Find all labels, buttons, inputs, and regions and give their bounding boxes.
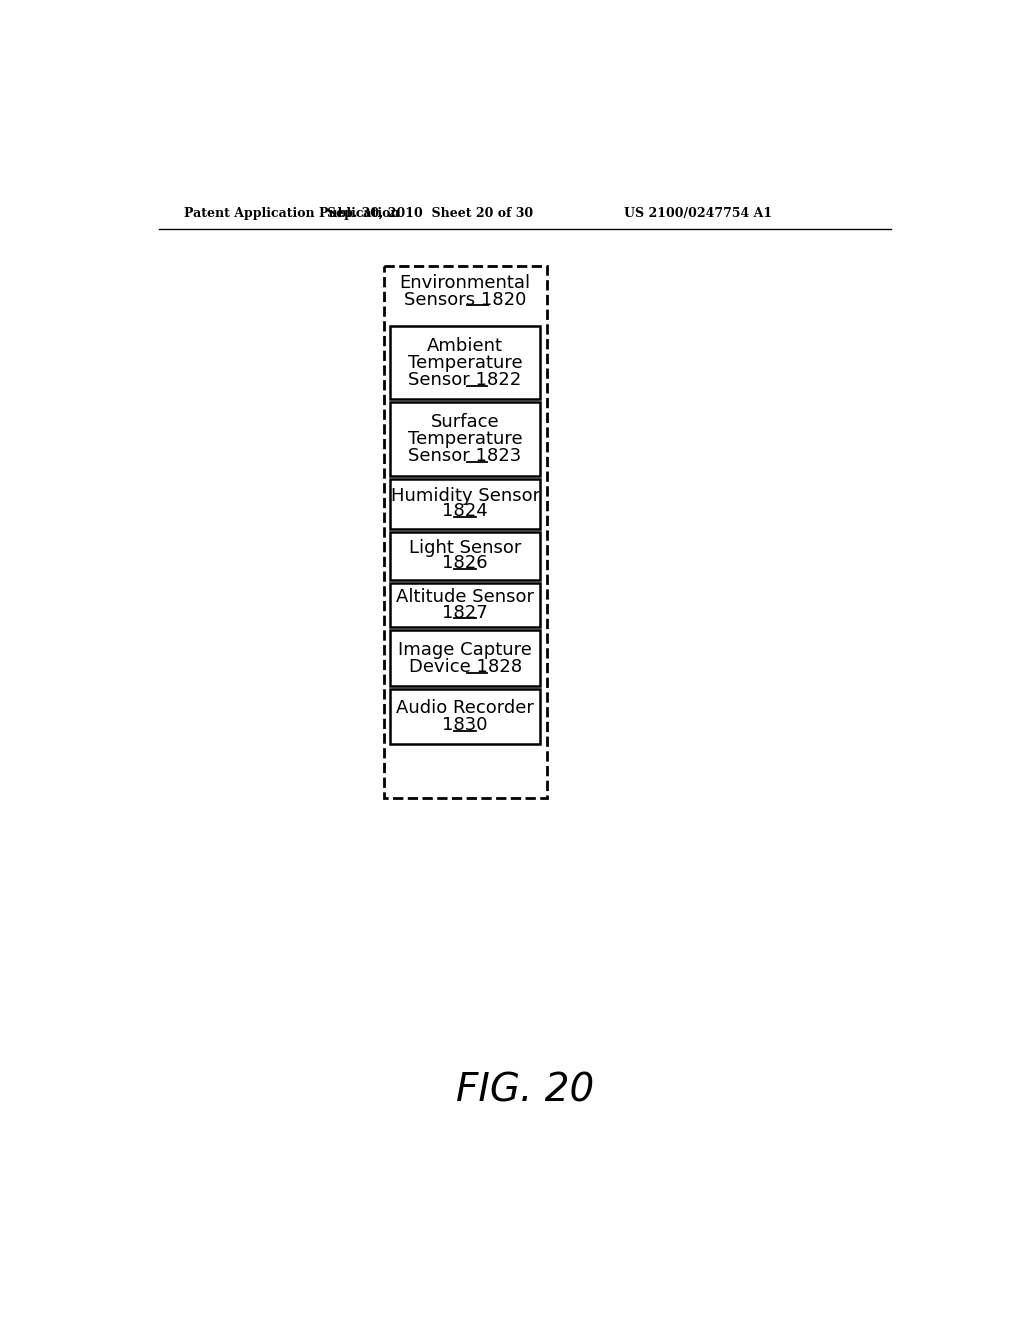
Text: Temperature: Temperature [408, 354, 522, 372]
Text: Sensors 1820: Sensors 1820 [403, 292, 526, 309]
Text: 1824: 1824 [442, 503, 488, 520]
Text: Surface: Surface [431, 413, 500, 432]
Text: Sensor 1823: Sensor 1823 [409, 447, 522, 465]
Text: Audio Recorder: Audio Recorder [396, 700, 535, 717]
Text: Image Capture: Image Capture [398, 640, 532, 659]
Text: Ambient: Ambient [427, 337, 503, 355]
Text: Sensor 1822: Sensor 1822 [409, 371, 522, 389]
Text: 1830: 1830 [442, 717, 487, 734]
Text: FIG. 20: FIG. 20 [456, 1071, 594, 1109]
Text: US 2100/0247754 A1: US 2100/0247754 A1 [624, 207, 772, 220]
Text: Humidity Sensor: Humidity Sensor [390, 487, 540, 506]
Text: Altitude Sensor: Altitude Sensor [396, 589, 535, 606]
Text: Device 1828: Device 1828 [409, 657, 521, 676]
Text: 1826: 1826 [442, 554, 488, 573]
Text: Light Sensor: Light Sensor [409, 539, 521, 557]
Text: 1827: 1827 [442, 603, 488, 622]
Text: Sep. 30, 2010  Sheet 20 of 30: Sep. 30, 2010 Sheet 20 of 30 [328, 207, 534, 220]
Text: Patent Application Publication: Patent Application Publication [183, 207, 399, 220]
Text: Environmental: Environmental [399, 275, 530, 292]
Text: Temperature: Temperature [408, 430, 522, 447]
